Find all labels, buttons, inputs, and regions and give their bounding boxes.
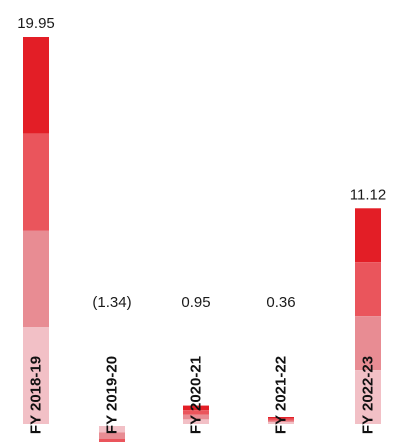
bar-segment — [355, 370, 381, 424]
category-label: FY 2020-21 — [188, 356, 205, 434]
value-label: 11.12 — [350, 186, 386, 203]
value-labels-group: 19.95 (1.34) 0.95 0.36 11.12 — [17, 15, 386, 311]
category-label: FY 2022-23 — [360, 356, 377, 434]
bar-segment — [268, 418, 294, 421]
bar-segment — [268, 417, 294, 419]
bar-segment — [99, 432, 125, 439]
bar-segment — [23, 133, 49, 231]
value-label: 0.95 — [181, 294, 210, 311]
value-label: (1.34) — [92, 294, 131, 311]
bars-group — [23, 37, 381, 442]
category-labels-group: FY 2018-19 FY 2019-20 FY 2020-21 FY 2021-22… — [28, 356, 377, 434]
bar-fy-2018-19 — [23, 37, 49, 424]
bar-segment — [355, 208, 381, 263]
bar-segment — [183, 419, 209, 424]
bar-segment — [355, 262, 381, 317]
value-label: 19.95 — [17, 15, 55, 32]
bar-segment — [268, 422, 294, 424]
bar-segment — [183, 414, 209, 420]
bar-fy-2021-22 — [268, 417, 294, 424]
category-label: FY 2021-22 — [273, 356, 290, 434]
bar-segment — [23, 230, 49, 328]
bar-segment — [183, 405, 209, 411]
category-label: FY 2019-20 — [104, 356, 121, 434]
bar-segment — [99, 426, 125, 433]
bar-segment — [268, 420, 294, 423]
value-label: 0.36 — [266, 294, 295, 311]
bar-segment — [355, 316, 381, 371]
bar-segment — [23, 37, 49, 134]
bar-segment — [23, 327, 49, 424]
bar-fy-2019-20 — [99, 426, 125, 442]
bar-fy-2022-23 — [355, 208, 381, 424]
bar-segment — [183, 410, 209, 415]
bar-segment — [99, 438, 125, 442]
category-label: FY 2018-19 — [28, 356, 45, 434]
bar-fy-2020-21 — [183, 405, 209, 424]
